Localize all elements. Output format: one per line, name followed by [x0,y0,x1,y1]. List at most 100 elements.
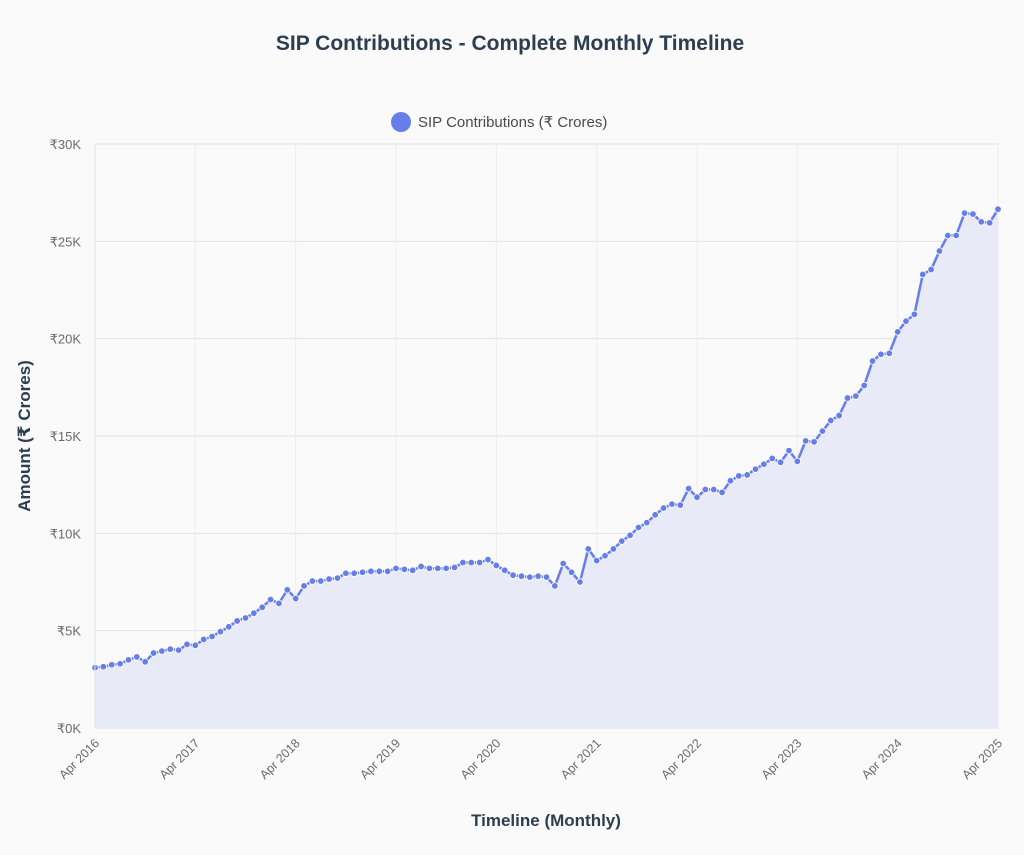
data-point[interactable] [776,458,785,466]
data-point[interactable] [108,661,116,669]
data-point[interactable] [877,350,885,358]
data-point[interactable] [551,582,559,590]
data-point[interactable] [827,416,835,425]
data-point[interactable] [576,578,584,586]
data-point[interactable] [141,658,149,666]
data-point[interactable] [124,656,133,664]
legend[interactable]: SIP Contributions (₹ Crores) [391,112,607,132]
data-point[interactable] [885,349,894,357]
data-point[interactable] [116,660,124,668]
data-point[interactable] [459,558,467,567]
data-point[interactable] [233,617,241,625]
data-point[interactable] [534,572,542,580]
data-point[interactable] [526,573,534,581]
data-point[interactable] [375,567,383,575]
data-point[interactable] [283,586,292,594]
data-point[interactable] [735,472,743,480]
data-point[interactable] [158,647,166,655]
data-point[interactable] [450,563,459,572]
data-point[interactable] [517,572,526,580]
data-point[interactable] [191,641,200,649]
data-point[interactable] [835,411,843,420]
data-point[interactable] [133,653,141,661]
data-point[interactable] [626,531,634,539]
data-point[interactable] [434,564,442,573]
data-point[interactable] [785,446,793,455]
data-point[interactable] [333,574,342,582]
data-point[interactable] [425,564,434,573]
data-point[interactable] [266,595,275,604]
data-point[interactable] [868,357,877,365]
data-point[interactable] [893,328,902,336]
data-point[interactable] [768,454,776,463]
data-point[interactable] [919,270,927,279]
data-point[interactable] [634,523,643,532]
data-point[interactable] [676,501,684,509]
data-point[interactable] [760,460,768,468]
data-point[interactable] [743,471,751,479]
data-point[interactable] [927,265,935,274]
data-point[interactable] [442,564,450,573]
data-point[interactable] [684,484,693,493]
data-point[interactable] [99,662,108,671]
data-point[interactable] [643,518,651,527]
data-point[interactable] [325,575,333,583]
data-point[interactable] [651,511,659,519]
data-point[interactable] [810,438,818,446]
data-point[interactable] [250,609,258,617]
data-point[interactable] [166,645,174,653]
data-point[interactable] [952,231,960,240]
data-point[interactable] [208,632,216,641]
data-point[interactable] [793,457,802,466]
data-point[interactable] [241,614,250,622]
data-point[interactable] [509,571,517,579]
data-point[interactable] [367,567,375,575]
data-point[interactable] [291,594,300,603]
data-point[interactable] [609,545,618,553]
data-point[interactable] [935,247,944,255]
data-point[interactable] [199,635,208,644]
data-point[interactable] [718,488,726,497]
data-point[interactable] [994,205,1002,213]
data-point[interactable] [475,558,484,567]
data-point[interactable] [801,437,810,445]
data-point[interactable] [174,646,183,654]
data-point[interactable] [584,545,593,553]
data-point[interactable] [216,627,225,636]
data-point[interactable] [977,218,985,226]
data-point[interactable] [818,427,827,435]
data-point[interactable] [852,392,860,400]
data-point[interactable] [300,582,308,590]
data-point[interactable] [659,504,668,512]
data-point[interactable] [726,477,735,485]
data-point[interactable] [668,500,676,508]
data-point[interactable] [592,556,601,565]
data-point[interactable] [500,566,509,575]
data-point[interactable] [601,552,609,560]
data-point[interactable] [275,599,283,608]
data-point[interactable] [350,569,358,577]
data-point[interactable] [860,381,868,390]
data-point[interactable] [944,231,952,240]
data-point[interactable] [693,493,701,502]
data-point[interactable] [183,640,191,648]
data-point[interactable] [559,559,567,568]
data-point[interactable] [400,565,409,574]
data-point[interactable] [492,561,501,570]
data-point[interactable] [567,568,576,576]
data-point[interactable] [258,603,266,612]
data-point[interactable] [969,210,977,218]
data-point[interactable] [225,623,233,631]
data-point[interactable] [843,394,852,402]
data-point[interactable] [358,568,367,576]
data-point[interactable] [383,567,392,575]
data-point[interactable] [467,558,475,567]
data-point[interactable] [484,555,492,564]
data-point[interactable] [910,310,919,319]
data-point[interactable] [751,465,760,473]
data-point[interactable] [902,317,910,325]
data-point[interactable] [149,649,158,657]
data-point[interactable] [710,485,718,494]
data-point[interactable] [618,537,626,545]
data-point[interactable] [392,564,400,573]
